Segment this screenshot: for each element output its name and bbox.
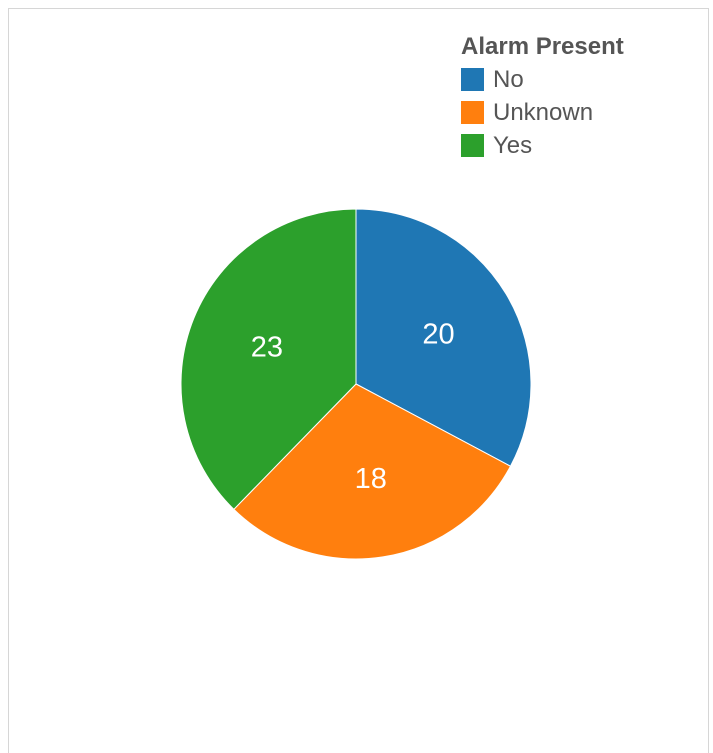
legend-title: Alarm Present [461,33,624,60]
pie-slice-unknown [233,383,512,560]
pie-slice-no [355,208,532,467]
legend-swatch-unknown [461,101,484,124]
slice-value-label-yes: 23 [251,332,283,364]
legend-label-yes: Yes [493,131,533,159]
legend-item-no: No [461,63,624,96]
legend-label-unknown: Unknown [493,98,594,126]
legend-swatch-yes [461,134,484,157]
legend-swatch-no [461,68,484,91]
legend-item-yes: Yes [461,129,624,162]
legend-item-unknown: Unknown [461,96,624,129]
pie-slice-yes [180,208,357,511]
legend: Alarm Present No Unknown Yes [461,33,624,162]
slice-value-label-no: 20 [422,318,454,350]
slice-value-label-unknown: 18 [355,463,387,495]
legend-label-no: No [493,65,524,93]
